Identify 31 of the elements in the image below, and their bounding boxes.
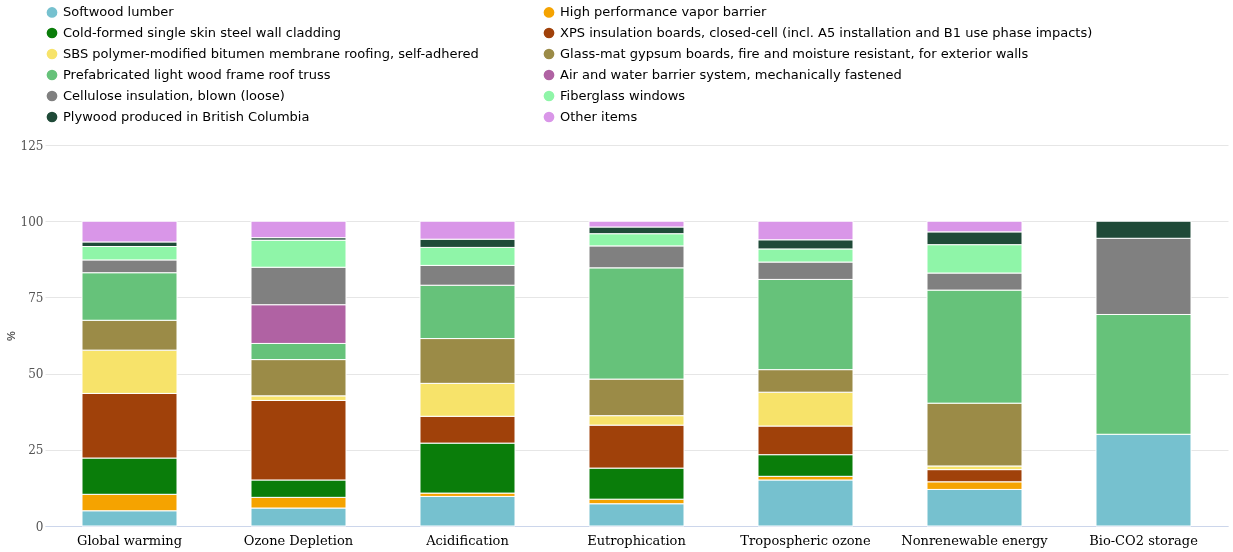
legend-label: Glass-mat gypsum boards, fire and moisture resistant, for exterior walls bbox=[560, 46, 1029, 61]
bar bbox=[81, 220, 178, 243]
y-tick-label: 75 bbox=[28, 290, 44, 305]
legend-label: Cold-formed single skin steel wall cladding bbox=[63, 25, 342, 40]
legend-label: Other items bbox=[560, 109, 638, 124]
legend-label: Prefabricated light wood frame roof truss bbox=[63, 67, 331, 82]
legend-label: Fiberglass windows bbox=[560, 88, 686, 103]
y-tick-label: 125 bbox=[20, 138, 44, 153]
y-tick-label: 100 bbox=[20, 214, 44, 229]
legend-label: Cellulose insulation, blown (loose) bbox=[63, 88, 285, 103]
legend-label: SBS polymer-modified bitumen membrane roofing, self-adhered bbox=[63, 46, 479, 61]
y-tick-label: 25 bbox=[28, 443, 44, 458]
x-tick-label: Ozone Depletion bbox=[243, 532, 354, 548]
x-tick-label: Acidification bbox=[425, 532, 510, 548]
x-tick-label: Nonrenewable energy bbox=[901, 532, 1049, 548]
x-tick-label: Eutrophication bbox=[587, 532, 687, 548]
legend-label: XPS insulation boards, closed-cell (incl. A5 installation and B1 use phase impacts) bbox=[560, 25, 1093, 40]
y-tick-label: 0 bbox=[35, 519, 44, 534]
x-tick-label: Global warming bbox=[76, 532, 183, 548]
y-axis-title: % bbox=[4, 330, 17, 341]
bar bbox=[250, 220, 347, 239]
x-tick-label: Tropospheric ozone bbox=[740, 532, 871, 548]
bar bbox=[757, 479, 854, 527]
bar bbox=[588, 503, 685, 527]
bar bbox=[419, 495, 516, 527]
legend-label: Softwood lumber bbox=[63, 4, 175, 20]
legend-label: Air and water barrier system, mechanically fastened bbox=[560, 67, 902, 82]
legend-label: Plywood produced in British Columbia bbox=[63, 109, 310, 124]
y-tick-label: 50 bbox=[28, 367, 44, 382]
legend-label: High performance vapor barrier bbox=[560, 4, 768, 20]
x-tick-label: Bio-CO2 storage bbox=[1089, 532, 1199, 548]
